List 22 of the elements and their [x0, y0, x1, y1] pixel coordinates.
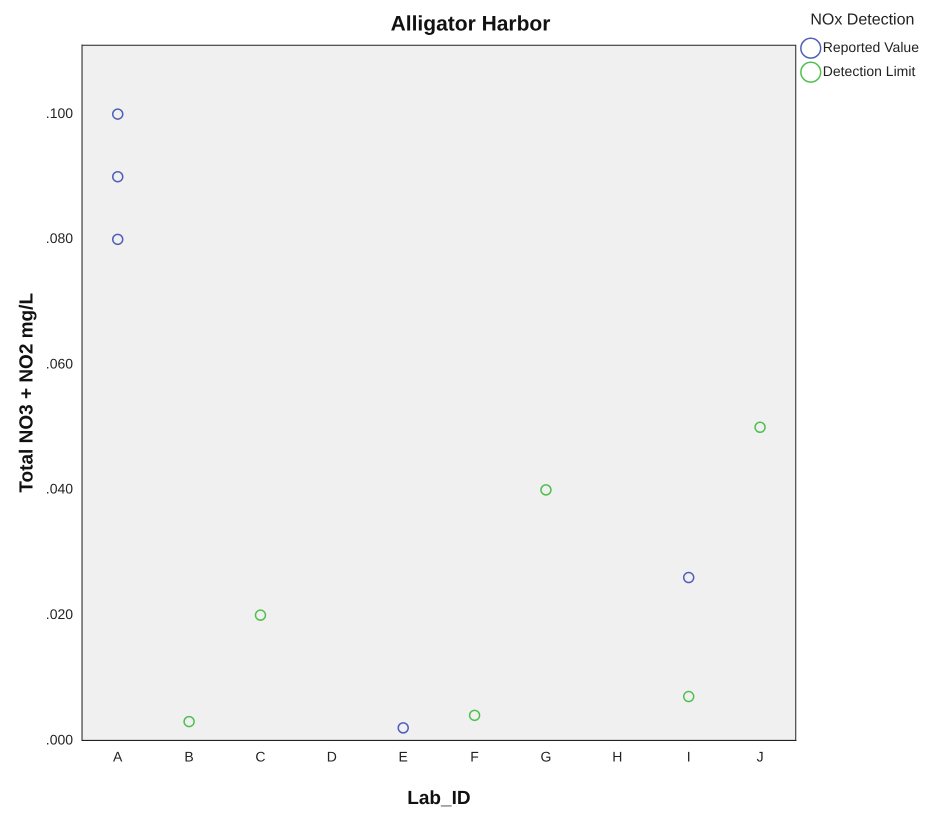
x-tick-label: E	[398, 748, 408, 765]
y-tick-label: .100	[46, 104, 74, 121]
x-tick-label: D	[326, 748, 337, 765]
x-tick-label: A	[113, 748, 124, 765]
legend-label: Detection Limit	[822, 63, 916, 80]
y-tick-label: .080	[46, 230, 74, 246]
x-tick-label: B	[184, 748, 194, 765]
legend-label: Reported Value	[822, 39, 920, 56]
x-tick-label: H	[612, 748, 622, 765]
y-tick-label: .020	[46, 606, 74, 622]
x-tick-label: C	[255, 748, 266, 765]
y-tick-label: .000	[46, 731, 74, 748]
y-tick-label: .060	[46, 355, 74, 372]
x-tick-label: F	[470, 748, 479, 765]
x-tick-label: I	[686, 748, 691, 765]
y-axis-title: Total NO3 + NO2 mg/L	[16, 292, 38, 493]
x-tick-label: J	[756, 748, 764, 765]
chart-title: Alligator Harbor	[390, 12, 550, 36]
legend-title: NOx Detection	[810, 11, 914, 28]
x-tick-label: G	[540, 748, 552, 765]
y-tick-label: .040	[46, 480, 74, 497]
x-axis-title: Lab_ID	[407, 788, 471, 809]
